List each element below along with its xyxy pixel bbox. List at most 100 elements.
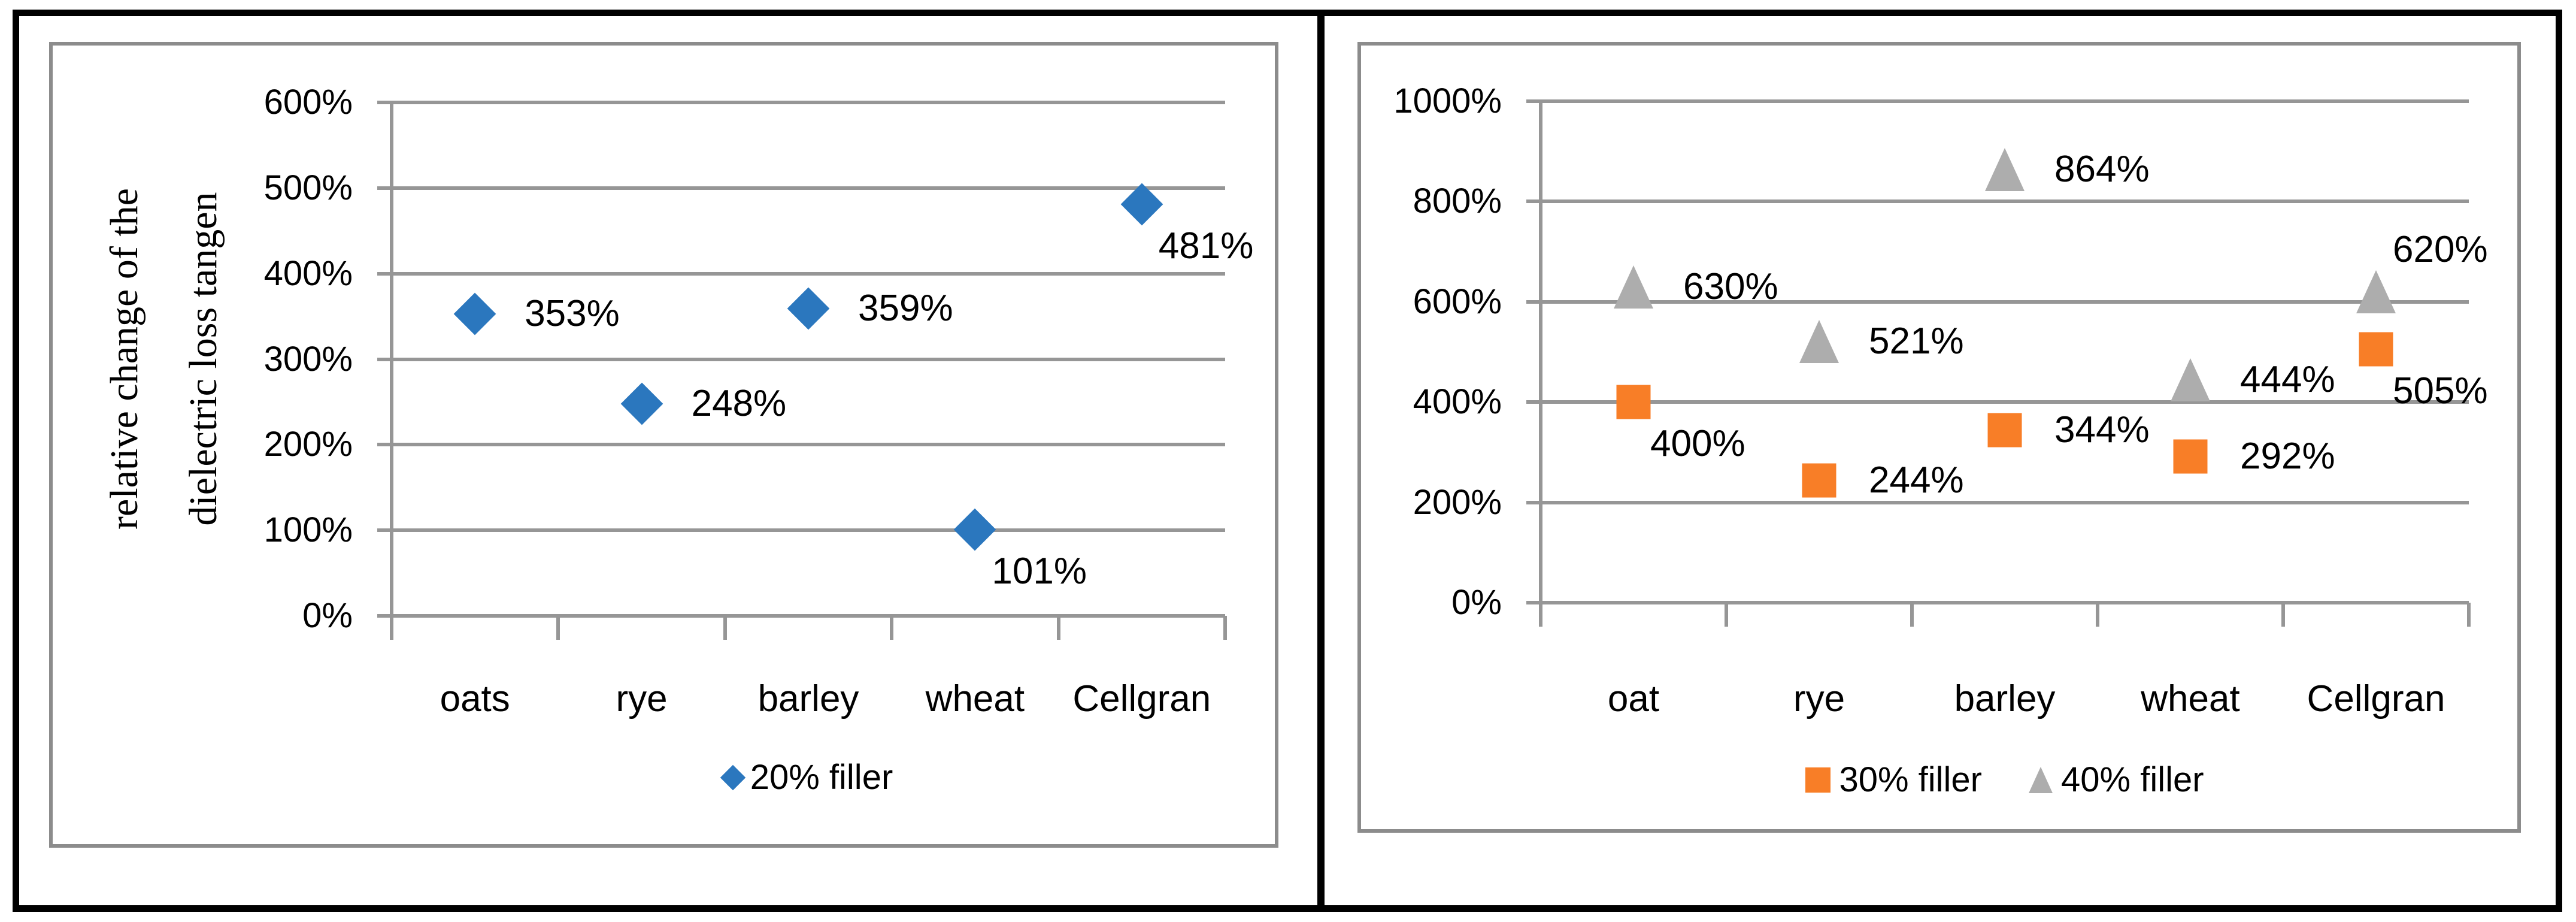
data-marker-square bbox=[1802, 463, 1836, 498]
data-label: 864% bbox=[2054, 148, 2150, 190]
data-marker-square bbox=[2359, 332, 2393, 367]
x-axis-tick bbox=[1056, 616, 1060, 640]
y-tick-label: 200% bbox=[1413, 482, 1502, 522]
legend-marker-triangle bbox=[2029, 767, 2053, 793]
data-marker-triangle bbox=[2171, 358, 2210, 402]
data-label: 244% bbox=[1869, 459, 1964, 501]
y-tick-label: 0% bbox=[1451, 583, 1502, 622]
data-marker-diamond bbox=[787, 287, 830, 330]
x-category-label: Cellgran bbox=[1072, 678, 1211, 720]
y-axis-tick bbox=[1526, 400, 1541, 404]
y-gridline bbox=[392, 528, 1225, 533]
y-axis-tick bbox=[1526, 199, 1541, 204]
y-gridline bbox=[1541, 199, 2469, 204]
data-label: 248% bbox=[691, 382, 787, 424]
data-marker-diamond bbox=[620, 382, 663, 425]
data-label: 620% bbox=[2393, 229, 2488, 271]
legend: 20% filler bbox=[392, 760, 1225, 795]
data-label: 292% bbox=[2240, 435, 2335, 477]
y-axis-tick bbox=[377, 614, 392, 618]
legend-item-label: 40% filler bbox=[2061, 760, 2204, 799]
x-axis-tick bbox=[556, 616, 560, 640]
y-axis-tick bbox=[1526, 300, 1541, 304]
data-label: 353% bbox=[525, 292, 620, 334]
panel-divider bbox=[1317, 10, 1325, 912]
y-gridline bbox=[1541, 99, 2469, 103]
y-axis-tick bbox=[377, 101, 392, 104]
y-axis-tick bbox=[377, 357, 392, 361]
y-axis-tick bbox=[1526, 99, 1541, 103]
data-label: 444% bbox=[2240, 359, 2335, 401]
data-marker-diamond bbox=[954, 508, 996, 551]
y-axis-tick bbox=[1526, 601, 1541, 604]
legend-marker-square bbox=[1805, 767, 1831, 793]
y-tick-label: 400% bbox=[1413, 382, 1502, 422]
data-marker-square bbox=[2173, 439, 2208, 474]
y-gridline bbox=[1541, 601, 2469, 604]
x-axis-tick bbox=[2467, 603, 2471, 627]
data-label: 101% bbox=[992, 550, 1087, 592]
x-category-label: barley bbox=[757, 678, 859, 720]
data-marker-triangle bbox=[1985, 147, 2025, 191]
legend-marker-diamond bbox=[720, 764, 745, 791]
legend-item-label: 30% filler bbox=[1839, 760, 1982, 799]
x-axis-tick bbox=[2096, 603, 2099, 627]
left-chart-box: 0% 100% 200% 300% 400% 500% 600% oats rye barley w… bbox=[49, 42, 1278, 848]
legend: 30% filler 40% filler bbox=[1541, 763, 2469, 797]
y-gridline bbox=[1541, 500, 2469, 504]
x-category-label: wheat bbox=[2141, 678, 2240, 720]
x-axis-tick bbox=[890, 616, 894, 640]
y-axis-tick bbox=[377, 528, 392, 533]
data-marker-diamond bbox=[453, 292, 496, 335]
data-label: 505% bbox=[2393, 370, 2488, 412]
y-tick-label: 0% bbox=[302, 596, 353, 635]
y-tick-label: 400% bbox=[263, 253, 353, 293]
y-gridline bbox=[392, 271, 1225, 276]
x-category-label: rye bbox=[616, 678, 668, 720]
data-marker-square bbox=[1987, 413, 2022, 448]
y-gridline bbox=[392, 101, 1225, 104]
x-category-label: oats bbox=[440, 678, 510, 720]
x-category-label: wheat bbox=[925, 678, 1025, 720]
y-gridline bbox=[392, 614, 1225, 618]
x-category-label: oat bbox=[1607, 678, 1660, 720]
y-gridline bbox=[1541, 300, 2469, 304]
data-label: 481% bbox=[1158, 225, 1254, 267]
x-axis-tick bbox=[2281, 603, 2285, 627]
data-marker-square bbox=[1616, 385, 1651, 419]
y-tick-label: 600% bbox=[1413, 282, 1502, 321]
y-tick-label: 500% bbox=[263, 168, 353, 207]
x-axis-tick bbox=[1223, 616, 1227, 640]
y-axis-line bbox=[1539, 99, 1542, 627]
data-label: 344% bbox=[2054, 409, 2150, 451]
legend-item: 30% filler bbox=[1805, 763, 1982, 797]
x-category-label: rye bbox=[1793, 678, 1845, 720]
y-axis-tick bbox=[377, 186, 392, 190]
y-axis-tick bbox=[377, 271, 392, 276]
data-label: 359% bbox=[858, 288, 953, 329]
data-label: 521% bbox=[1869, 320, 1964, 362]
x-axis-tick bbox=[723, 616, 727, 640]
data-label: 400% bbox=[1650, 423, 1745, 465]
y-axis-title: relative change of the dielectric loss t… bbox=[102, 188, 225, 530]
y-gridline bbox=[392, 186, 1225, 190]
y-gridline bbox=[1541, 400, 2469, 404]
data-label: 630% bbox=[1683, 265, 1778, 307]
y-tick-label: 800% bbox=[1413, 182, 1502, 221]
outer-border-frame bbox=[13, 10, 2562, 912]
y-axis-tick bbox=[377, 443, 392, 447]
x-axis-tick bbox=[1539, 603, 1542, 627]
y-gridline bbox=[392, 357, 1225, 361]
legend-item: 20% filler bbox=[720, 760, 893, 795]
x-axis-tick bbox=[1725, 603, 1728, 627]
data-marker-triangle bbox=[2356, 270, 2396, 314]
legend-item: 40% filler bbox=[2029, 763, 2204, 797]
x-axis-tick bbox=[1910, 603, 1914, 627]
y-axis-line bbox=[390, 101, 393, 640]
y-gridline bbox=[392, 443, 1225, 447]
y-axis-tick bbox=[1526, 500, 1541, 504]
data-marker-triangle bbox=[1799, 319, 1839, 363]
y-tick-label: 100% bbox=[263, 510, 353, 550]
y-tick-label: 600% bbox=[263, 83, 353, 122]
